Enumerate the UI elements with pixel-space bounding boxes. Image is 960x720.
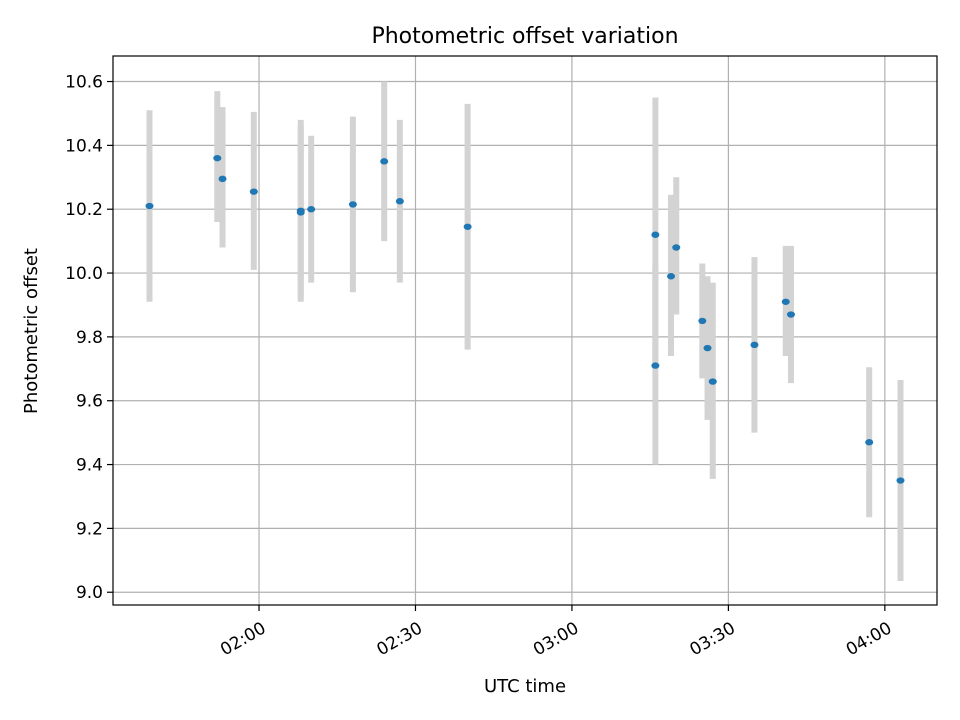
data-point bbox=[218, 175, 227, 183]
data-point bbox=[380, 158, 389, 165]
data-point bbox=[307, 206, 316, 213]
data-point bbox=[786, 311, 795, 318]
y-tick-label: 10.2 bbox=[65, 200, 103, 220]
data-point bbox=[896, 477, 905, 484]
y-tick-label: 10.6 bbox=[65, 73, 103, 93]
data-point bbox=[750, 341, 759, 349]
y-tick-label: 9.6 bbox=[76, 392, 103, 412]
errorbar-layer bbox=[146, 81, 904, 582]
data-point bbox=[463, 223, 472, 230]
data-point bbox=[348, 201, 357, 208]
data-point bbox=[213, 154, 222, 162]
data-point bbox=[708, 378, 717, 385]
tick-layer: 9.0 9.2 9.4 9.6 9.8 10.0 10.2 10.4 10.6 02:00 02:3… bbox=[65, 73, 895, 661]
data-point bbox=[698, 317, 707, 325]
x-tick-label: 03:00 bbox=[530, 618, 582, 660]
x-tick-label: 04:00 bbox=[843, 618, 895, 660]
y-tick-label: 9.0 bbox=[76, 583, 103, 603]
y-tick-label: 10.0 bbox=[65, 264, 103, 284]
y-tick-label: 9.8 bbox=[76, 328, 103, 348]
x-tick-label: 02:30 bbox=[374, 618, 426, 660]
data-point bbox=[703, 344, 712, 352]
data-point bbox=[781, 298, 790, 305]
x-tick-label: 03:30 bbox=[686, 618, 738, 660]
y-tick-label: 10.4 bbox=[65, 136, 103, 156]
y-tick-label: 9.4 bbox=[76, 456, 103, 476]
plot-frame bbox=[112, 55, 938, 606]
data-point bbox=[145, 202, 154, 210]
y-axis-label: Photometric offset bbox=[21, 248, 42, 414]
grid-layer bbox=[113, 56, 937, 605]
data-point bbox=[865, 439, 874, 446]
data-point bbox=[651, 362, 660, 369]
data-point bbox=[672, 244, 681, 251]
data-point bbox=[651, 231, 660, 238]
x-tick-label: 02:00 bbox=[217, 618, 269, 660]
chart-title: Photometric offset variation bbox=[371, 24, 678, 49]
data-point bbox=[249, 188, 258, 195]
data-point bbox=[395, 198, 404, 205]
data-point bbox=[667, 273, 676, 280]
x-axis-label: UTC time bbox=[484, 676, 566, 697]
y-tick-label: 9.2 bbox=[76, 519, 103, 539]
point-layer bbox=[145, 154, 905, 484]
data-point bbox=[296, 209, 305, 216]
